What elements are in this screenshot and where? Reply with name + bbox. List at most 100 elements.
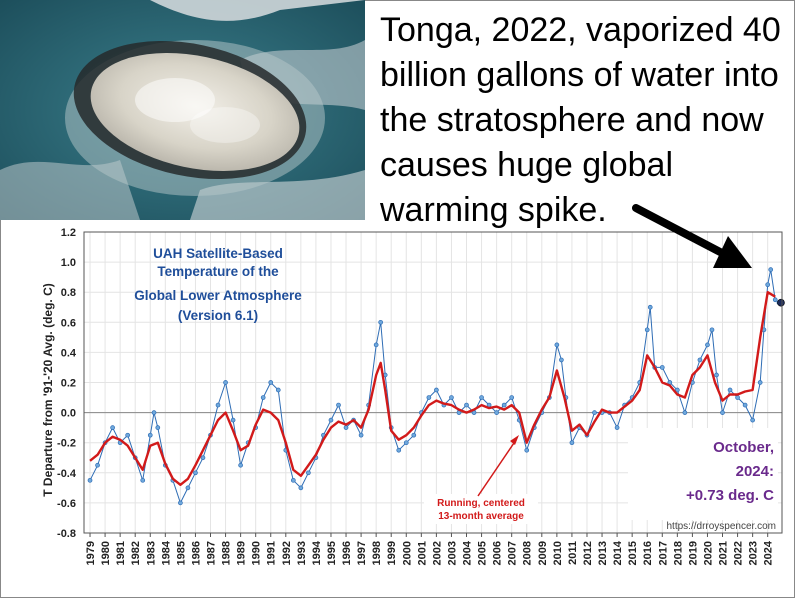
- monthly-point: [155, 425, 161, 430]
- x-tick-label: 2011: [567, 541, 579, 565]
- x-tick-label: 2002: [431, 541, 443, 565]
- y-tick-label: 0.2: [61, 378, 76, 390]
- monthly-point: [140, 477, 146, 483]
- x-tick-label: 1994: [311, 540, 323, 565]
- y-tick-label: 1.2: [61, 227, 76, 239]
- monthly-point: [238, 462, 243, 468]
- monthly-point: [569, 440, 575, 446]
- x-tick-label: 2024: [763, 540, 775, 565]
- x-tick-label: 2010: [552, 541, 564, 565]
- monthly-point: [260, 395, 266, 400]
- credit-url: https://drroyspencer.com: [667, 521, 777, 532]
- x-tick-label: 2008: [522, 541, 534, 565]
- y-tick-label: 0.6: [61, 317, 76, 329]
- monthly-point: [434, 387, 439, 393]
- monthly-line: [89, 269, 780, 505]
- monthly-point: [403, 440, 409, 446]
- x-tick-label: 2020: [702, 541, 714, 565]
- x-tick-label: 2017: [657, 541, 669, 565]
- x-tick-label: 2016: [642, 541, 654, 565]
- monthly-point: [95, 462, 100, 468]
- monthly-point: [554, 342, 560, 348]
- x-tick-label: 1989: [236, 541, 248, 565]
- monthly-point: [697, 357, 703, 363]
- monthly-point: [147, 432, 153, 438]
- monthly-point: [373, 342, 379, 348]
- monthly-point: [644, 327, 650, 333]
- x-tick-label: 1981: [115, 541, 127, 565]
- satellite-photo-tonga-eruption: [0, 0, 365, 220]
- x-tick-label: 1997: [356, 541, 368, 565]
- monthly-point: [772, 297, 778, 303]
- monthly-point: [306, 470, 311, 476]
- y-tick-label: -0.4: [57, 468, 77, 480]
- monthly-point: [151, 410, 157, 415]
- x-tick-label: 1980: [100, 541, 112, 565]
- running-label-bg: [424, 494, 538, 524]
- x-tick-label: 2022: [733, 541, 745, 565]
- x-tick-label: 2001: [416, 541, 428, 565]
- x-tick-label: 2023: [748, 541, 760, 565]
- monthly-point: [426, 395, 432, 400]
- headline-arrow: [632, 204, 752, 268]
- x-tick-label: 1984: [160, 540, 172, 565]
- x-axis-ticks: 1979 1980 1981 1982 1983 1984 1985 1986 1987 1988…: [85, 533, 775, 565]
- x-tick-label: 1986: [190, 541, 202, 565]
- monthly-point: [87, 477, 93, 483]
- y-tick-label: 1.0: [61, 257, 76, 269]
- x-tick-label: 2013: [597, 541, 609, 565]
- monthly-point: [501, 402, 507, 408]
- running-label-line-1: Running, centered: [437, 498, 525, 509]
- monthly-point: [178, 500, 183, 506]
- monthly-point: [750, 417, 755, 423]
- eruption-cloud-illustration: [0, 0, 365, 220]
- y-axis-label: T Departure from '91-'20 Avg. (deg. C): [41, 283, 55, 497]
- y-tick-label: 0.0: [61, 408, 76, 420]
- monthly-point: [230, 417, 236, 423]
- x-tick-label: 1983: [145, 541, 157, 565]
- monthly-point: [290, 477, 296, 483]
- monthly-point: [200, 455, 206, 461]
- monthly-point: [674, 387, 680, 393]
- monthly-point: [682, 410, 688, 415]
- monthly-point: [479, 395, 484, 400]
- x-tick-label: 1995: [326, 541, 338, 565]
- monthly-point: [110, 425, 115, 430]
- y-tick-label: -0.2: [57, 438, 76, 450]
- monthly-point: [125, 432, 131, 438]
- monthly-point: [765, 282, 771, 288]
- x-tick-label: 1993: [296, 541, 308, 565]
- x-tick-label: 2009: [537, 541, 549, 565]
- running-average-series: [89, 291, 776, 486]
- monthly-point: [464, 402, 469, 408]
- x-tick-label: 1991: [266, 541, 278, 565]
- monthly-point: [223, 380, 228, 385]
- monthly-point: [614, 425, 620, 430]
- x-tick-label: 2014: [612, 540, 624, 565]
- x-tick-label: 1988: [221, 541, 233, 565]
- monthly-point: [358, 432, 364, 438]
- monthly-point: [727, 387, 733, 393]
- monthly-point: [735, 395, 740, 400]
- x-tick-label: 1996: [341, 541, 353, 565]
- monthly-point: [705, 342, 710, 348]
- monthly-point: [720, 410, 725, 415]
- x-tick-label: 2003: [446, 541, 458, 565]
- monthly-point: [592, 410, 597, 415]
- monthly-point: [396, 447, 402, 453]
- monthly-point: [378, 319, 384, 325]
- monthly-point: [275, 387, 281, 393]
- final-value-callout: October, 2024: +0.73 deg. C: [628, 428, 778, 520]
- monthly-point: [185, 485, 191, 491]
- chart-title-line-2: Temperature of the: [157, 264, 279, 279]
- running-average-label: Running, centered 13-month average: [424, 435, 538, 524]
- monthly-point: [215, 402, 221, 408]
- final-point: [777, 298, 785, 307]
- plot-border: [83, 231, 783, 534]
- monthly-point: [509, 395, 515, 400]
- monthly-point: [328, 417, 334, 423]
- x-tick-label: 2006: [492, 541, 504, 565]
- monthly-point: [494, 410, 499, 415]
- monthly-point: [742, 402, 748, 408]
